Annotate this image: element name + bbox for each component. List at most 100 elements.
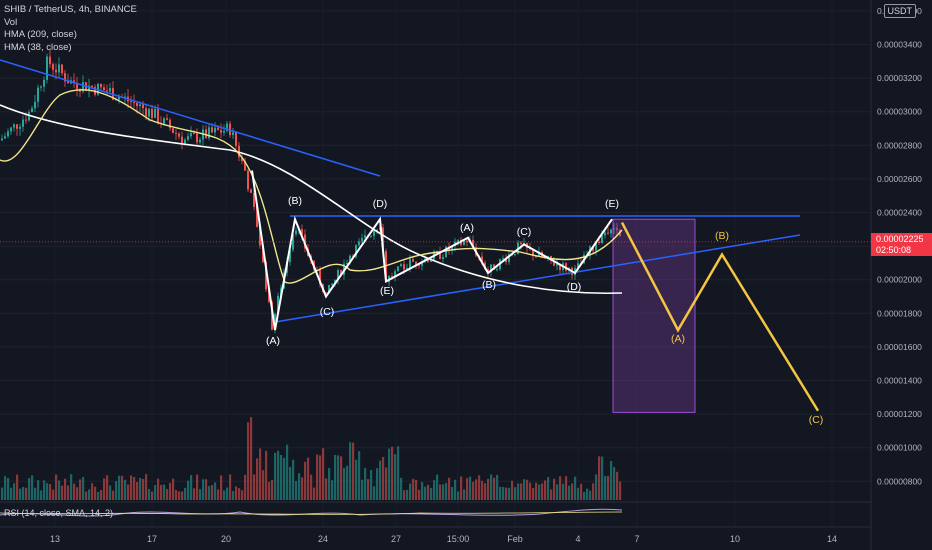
currency-button[interactable]: USDT: [883, 4, 916, 18]
candle-body: [487, 269, 489, 273]
volume-bar: [544, 480, 547, 500]
volume-bar: [169, 482, 172, 500]
candle-body: [556, 264, 558, 266]
x-tick-label: 14: [827, 534, 837, 544]
downtrend-line: [0, 59, 381, 177]
projection-label: (C): [809, 414, 824, 426]
volume-bar: [442, 484, 445, 500]
volume-bar: [43, 480, 46, 500]
projection-label: (B): [715, 230, 729, 242]
candle-body: [214, 127, 216, 133]
candle-body: [415, 261, 417, 265]
volume-bar: [70, 474, 73, 500]
candle-body: [502, 258, 504, 260]
candle-body: [166, 118, 168, 120]
volume-bar: [571, 483, 574, 500]
volume-bar: [454, 479, 457, 500]
volume-bar: [16, 474, 19, 500]
candle-body: [481, 256, 483, 263]
candle-body: [7, 131, 9, 137]
volume-bar: [457, 491, 460, 500]
legend-hma-209[interactable]: HMA (209, close): [4, 29, 77, 40]
volume-bar: [613, 467, 616, 500]
volume-bar: [163, 484, 166, 500]
volume-bar: [274, 452, 277, 500]
candle-body: [385, 251, 387, 283]
volume-bar: [109, 485, 112, 500]
candle-body: [382, 227, 384, 252]
y-tick-label: 0.00001600: [877, 342, 922, 352]
volume-bar: [421, 482, 424, 500]
candle-body: [205, 129, 207, 138]
volume-bar: [403, 490, 406, 500]
candle-body: [535, 256, 537, 258]
symbol-title[interactable]: SHIB / TetherUS, 4h, BINANCE: [4, 4, 137, 15]
volume-bar: [199, 489, 202, 500]
candle-body: [553, 260, 555, 266]
volume-bar: [106, 475, 109, 500]
volume-bar: [205, 479, 208, 500]
candle-body: [277, 295, 279, 314]
volume-bar: [10, 487, 13, 500]
volume-bar: [223, 490, 226, 500]
volume-bar: [607, 475, 610, 500]
legend-vol[interactable]: Vol: [4, 16, 18, 28]
volume-bar: [490, 474, 493, 500]
candle-body: [82, 82, 84, 92]
candle-body: [52, 64, 54, 70]
volume-bar: [211, 484, 214, 500]
volume-bar: [523, 479, 526, 500]
y-tick-label: 0.00001200: [877, 409, 922, 419]
candle-body: [136, 102, 138, 107]
candle-body: [397, 266, 399, 272]
volume-bar: [301, 477, 304, 500]
y-tick-label: 0.00003200: [877, 73, 922, 83]
candle-body: [142, 104, 144, 109]
candle-body: [490, 264, 492, 273]
legend-hma-38[interactable]: HMA (38, close): [4, 41, 72, 53]
candle-body: [337, 270, 339, 280]
volume-bar: [589, 490, 592, 500]
volume-bar: [448, 477, 451, 500]
volume-bar: [487, 478, 490, 500]
volume-bar: [553, 478, 556, 500]
candle-body: [190, 133, 192, 137]
volume-bar: [280, 455, 283, 500]
candle-body: [184, 139, 186, 144]
volume-bar: [178, 491, 181, 500]
volume-bar: [550, 489, 553, 500]
volume-bar: [94, 486, 97, 500]
candle-body: [370, 235, 372, 237]
candle-body: [106, 90, 108, 92]
volume-bar: [529, 482, 532, 500]
volume-bar: [262, 470, 265, 500]
volume-bar: [436, 474, 439, 500]
candle-body: [514, 253, 516, 256]
volume-bar: [28, 478, 31, 500]
candle-body: [148, 108, 150, 117]
volume-bar: [268, 481, 271, 500]
candle-body: [598, 241, 600, 243]
candle-body: [187, 136, 189, 140]
candle-body: [268, 289, 270, 302]
candle-body: [334, 279, 336, 284]
hma-209-line: [0, 104, 623, 295]
rsi-legend[interactable]: RSI (14, close, SMA, 14, 2): [4, 508, 114, 518]
candle-body: [508, 254, 510, 263]
volume-bar: [289, 466, 292, 500]
candle-body: [175, 132, 177, 134]
volume-bar: [478, 475, 481, 500]
candle-body: [88, 85, 90, 91]
volume-bar: [577, 487, 580, 500]
candle-body: [616, 228, 618, 230]
volume-bar: [496, 474, 499, 500]
volume-bar: [271, 479, 274, 500]
volume-bar: [331, 480, 334, 500]
candle-body: [208, 127, 210, 138]
wave-label: (E): [605, 198, 619, 210]
candle-body: [100, 83, 102, 88]
volume-bar: [112, 490, 115, 500]
volume-bar: [412, 478, 415, 500]
volume-bar: [376, 468, 379, 500]
